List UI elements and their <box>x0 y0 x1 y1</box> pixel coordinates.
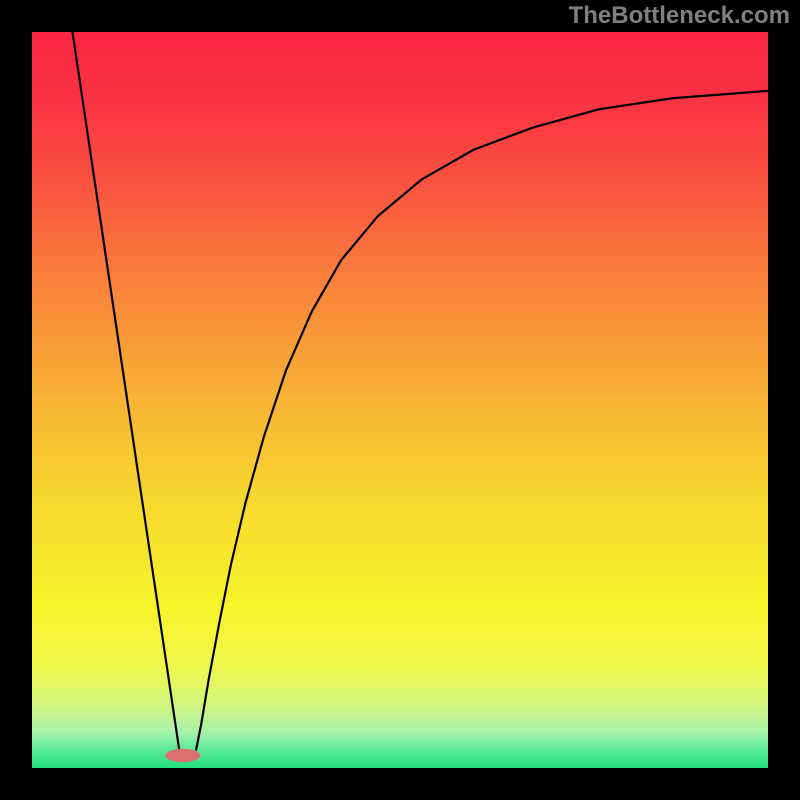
chart-svg <box>32 32 768 768</box>
bottom-marker <box>165 749 200 762</box>
watermark-text: TheBottleneck.com <box>569 2 790 30</box>
chart-container: TheBottleneck.com <box>0 0 800 800</box>
plot-area <box>32 32 768 768</box>
gradient-background <box>32 32 768 768</box>
